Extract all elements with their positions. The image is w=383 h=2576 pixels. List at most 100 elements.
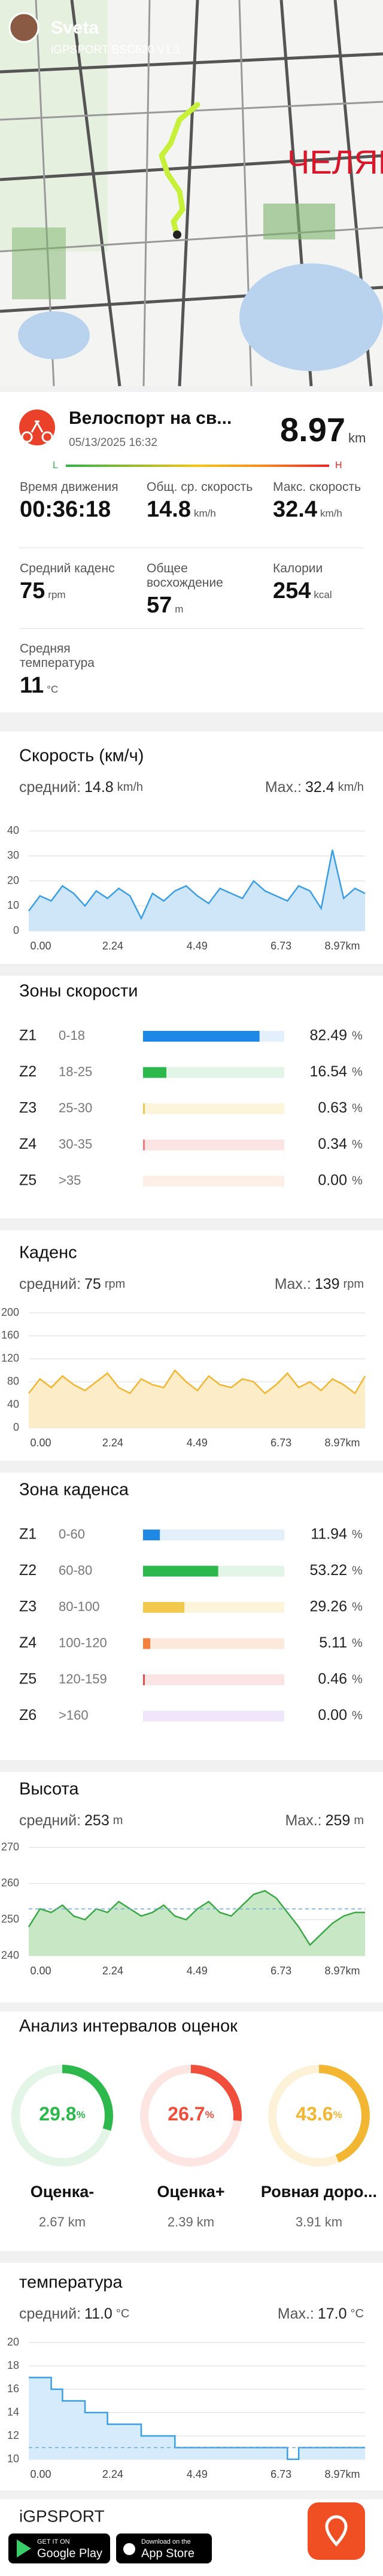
stat-number: 254 xyxy=(273,578,311,603)
zone-range: 0-60 xyxy=(59,1527,85,1542)
zone-name: Z2 xyxy=(19,1063,37,1080)
maximum: Max.: 139 rpm xyxy=(275,1276,364,1292)
avg-value: 75 xyxy=(84,1276,101,1292)
zone-unit: % xyxy=(352,1174,363,1187)
zone-bar xyxy=(143,1638,151,1649)
zone-track xyxy=(143,1176,284,1187)
zone-name: Z4 xyxy=(19,1136,37,1152)
stat: Общее восхождение 57 m xyxy=(147,562,260,618)
x-tick-label: 4.49 xyxy=(187,1437,208,1449)
x-tick-label: 4.49 xyxy=(187,1965,208,1977)
stat-value: 57 m xyxy=(147,593,260,618)
zone-range: 60-80 xyxy=(59,1562,92,1577)
low-label: L xyxy=(53,460,58,471)
brand: iGPSPORT xyxy=(19,2507,105,2525)
ring-value: 43.6% xyxy=(296,2103,342,2125)
stat-label: Макс. скорость xyxy=(273,480,361,494)
stat-number: 75 xyxy=(20,578,45,603)
data-line xyxy=(28,1890,365,1946)
section-title: Скорость (км/ч) xyxy=(19,747,144,766)
stat-unit: °C xyxy=(47,684,59,695)
avg-value: 14.8 xyxy=(84,779,114,796)
zone-name: Z3 xyxy=(19,1100,37,1116)
stat-number: 32.4 xyxy=(273,497,317,522)
y-tick-label: 12 xyxy=(7,2429,19,2441)
ring-distance: 2.67 km xyxy=(39,2214,86,2229)
stat-label: Общее восхождение xyxy=(147,562,223,590)
stat-number: 57 xyxy=(147,593,172,618)
ring-unit: % xyxy=(77,2109,86,2120)
zone-percent: 0.00 xyxy=(318,1172,347,1189)
activity-title: Велоспорт на св... xyxy=(69,408,232,428)
stat-label: Время движения xyxy=(20,480,118,494)
zone-bar xyxy=(143,1067,167,1078)
map-button[interactable] xyxy=(308,2502,365,2560)
data-line xyxy=(28,849,366,921)
ring-distance: 2.39 km xyxy=(168,2214,214,2229)
stat-unit: km/h xyxy=(193,508,216,519)
stat-value: 254 kcal xyxy=(273,578,383,604)
area-fill xyxy=(29,1370,365,1428)
maximum: Max.: 259 m xyxy=(285,1812,364,1829)
zone-name: Z1 xyxy=(19,1027,37,1044)
avg-label: средний: xyxy=(19,779,81,796)
section-title: Каденс xyxy=(19,1243,77,1263)
zone-bar xyxy=(143,1103,145,1114)
ring-label: Оценка+ xyxy=(157,2183,224,2201)
zone-bar xyxy=(143,1565,218,1577)
max-value: 32.4 xyxy=(305,779,335,796)
x-tick-label: 8.97km xyxy=(324,1965,360,1977)
x-tick-label: 4.49 xyxy=(187,940,208,952)
stat-value: 00:36:18 xyxy=(20,497,133,523)
zone-range: >35 xyxy=(59,1173,81,1188)
stat-unit: km/h xyxy=(320,508,342,519)
user-name: Sveta xyxy=(51,18,99,38)
stat-unit: rpm xyxy=(48,589,66,600)
zone-unit: % xyxy=(352,1709,363,1722)
y-tick-label: 260 xyxy=(1,1877,19,1889)
max-label: Max.: xyxy=(278,2305,314,2322)
maximum: Max.: 32.4 km/h xyxy=(265,779,364,796)
x-tick-label: 2.24 xyxy=(102,1965,123,1977)
zone-range: 30-35 xyxy=(59,1136,92,1151)
zone-range: 25-30 xyxy=(59,1100,92,1115)
y-tick-label: 16 xyxy=(7,2383,19,2395)
zone-track xyxy=(143,1067,284,1078)
y-tick-label: 200 xyxy=(1,1306,19,1318)
area-fill xyxy=(29,2377,365,2459)
zone-name: Z2 xyxy=(19,1562,37,1579)
apple-text: App Store xyxy=(141,2547,194,2560)
zone-name: Z3 xyxy=(19,1598,37,1615)
ring-number: 29.8 xyxy=(39,2103,76,2125)
max-label: Max.: xyxy=(265,779,302,796)
google-text: Google Play xyxy=(37,2547,102,2560)
stat-number: 14.8 xyxy=(147,497,191,522)
x-tick-label: 8.97km xyxy=(324,940,360,952)
y-tick-label: 30 xyxy=(7,849,19,861)
google-play-button[interactable] xyxy=(8,2533,110,2563)
x-tick-label: 6.73 xyxy=(270,2468,291,2480)
zone-unit: % xyxy=(352,1528,363,1541)
stat-label: Общ. ср. скорость xyxy=(147,480,253,494)
y-tick-label: 0 xyxy=(13,1421,19,1433)
max-unit: km/h xyxy=(338,781,364,794)
avg-unit: °C xyxy=(116,2307,129,2320)
avg-label: средний: xyxy=(19,1276,81,1292)
zone-unit: % xyxy=(352,1600,363,1613)
map-label: ЧЕЛЯБ xyxy=(287,143,383,181)
zone-name: Z4 xyxy=(19,1634,37,1651)
area-fill xyxy=(29,849,365,931)
zone-unit: % xyxy=(352,1564,363,1577)
ring-unit: % xyxy=(205,2109,214,2120)
zone-track xyxy=(143,1674,284,1685)
max-value: 17.0 xyxy=(318,2305,347,2322)
zone-track xyxy=(143,1710,284,1722)
y-tick-label: 10 xyxy=(7,2453,19,2465)
max-unit: °C xyxy=(351,2307,364,2320)
data-line xyxy=(28,1369,366,1395)
y-tick-label: 270 xyxy=(1,1841,19,1853)
app-store-button[interactable] xyxy=(116,2533,212,2563)
avg-unit: rpm xyxy=(105,1278,125,1291)
stat-label: Средний каденс xyxy=(20,562,115,575)
y-tick-label: 80 xyxy=(7,1375,19,1387)
